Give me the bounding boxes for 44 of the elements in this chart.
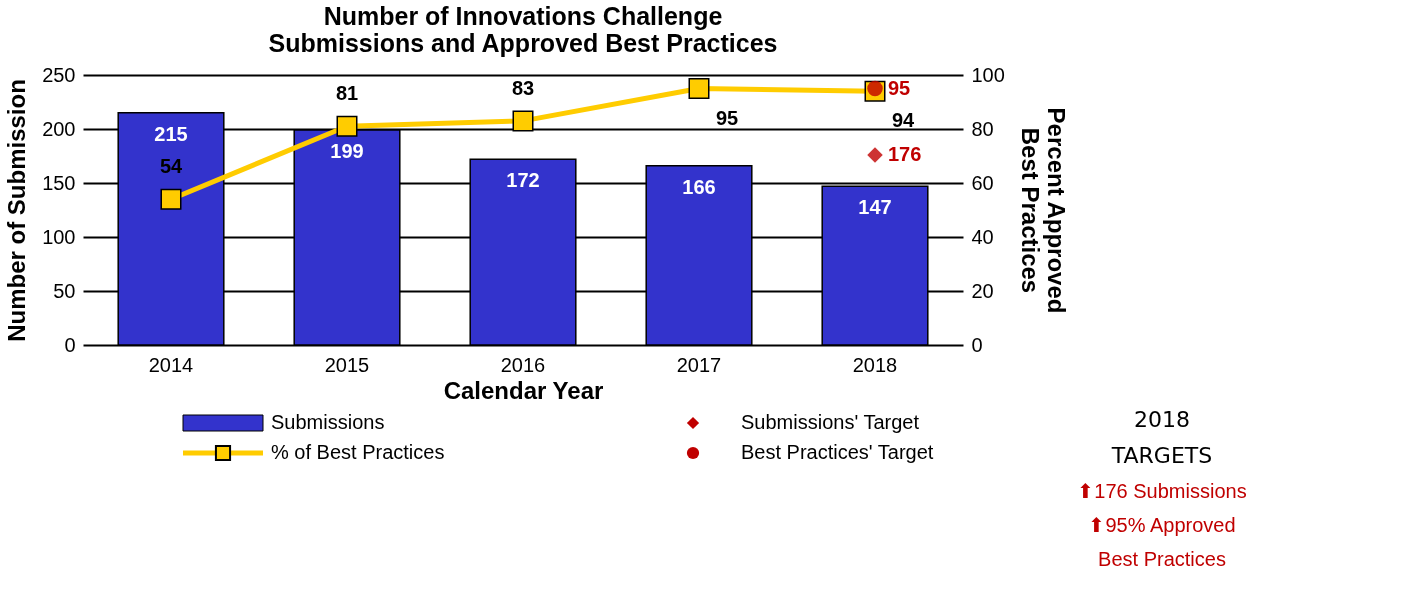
x-tick-label: 2014 [148, 353, 194, 376]
text: ⬆176 Submissions [1077, 480, 1247, 502]
data-label: 147 [858, 196, 892, 219]
data-label: 95 [888, 76, 911, 99]
data-label: 166 [682, 175, 716, 198]
data-label: 81 [335, 82, 359, 105]
text: 2018 TARGETS [1110, 407, 1213, 468]
data-label: 95 [715, 106, 739, 129]
legend-label: Submissions [271, 411, 385, 433]
data-label: 54 [159, 155, 183, 178]
point [512, 110, 534, 132]
y-tick-label: 100 [42, 225, 76, 248]
y2-tick-label: 0 [971, 333, 983, 356]
point [160, 188, 182, 210]
x-tick-label: 2018 [852, 353, 898, 376]
y2-tick-label: 40 [971, 225, 994, 248]
point [336, 115, 358, 137]
data-label: 215 [154, 122, 188, 145]
legend-label: Submissions' Target [741, 411, 920, 433]
x-tick-label: 2017 [676, 353, 722, 376]
text: ⬆95% Approved Best Practices [1088, 514, 1236, 570]
legend-label: Best Practices' Target [741, 441, 934, 463]
y-tick-label: 250 [42, 63, 76, 86]
chart-title: Number of Innovations Challenge Submissions and Approved Best Practices [268, 2, 778, 57]
data-label: 94 [891, 109, 915, 132]
point [688, 78, 710, 99]
y2-axis-title: Percent Approved Best Practices [1016, 107, 1070, 314]
legend-label: % of Best Practices [271, 441, 445, 463]
x-axis-title: Calendar Year [443, 376, 604, 404]
y-tick-label: 200 [42, 117, 76, 140]
y-tick-label: 0 [64, 333, 76, 356]
data-label: 176 [888, 142, 922, 165]
data-label: 172 [506, 169, 540, 192]
x-tick-label: 2015 [324, 353, 370, 376]
y2-tick-label: 100 [971, 63, 1005, 86]
x-tick-label: 2016 [500, 353, 546, 376]
y2-tick-label: 60 [971, 171, 994, 194]
data-label: 199 [330, 140, 364, 163]
data-label: 83 [511, 76, 535, 99]
y-tick-label: 150 [42, 171, 76, 194]
y-tick-label: 50 [53, 279, 76, 302]
y-axis-title: Number of Submission [3, 79, 31, 342]
y2-tick-label: 20 [971, 279, 994, 302]
y2-tick-label: 80 [971, 117, 994, 140]
